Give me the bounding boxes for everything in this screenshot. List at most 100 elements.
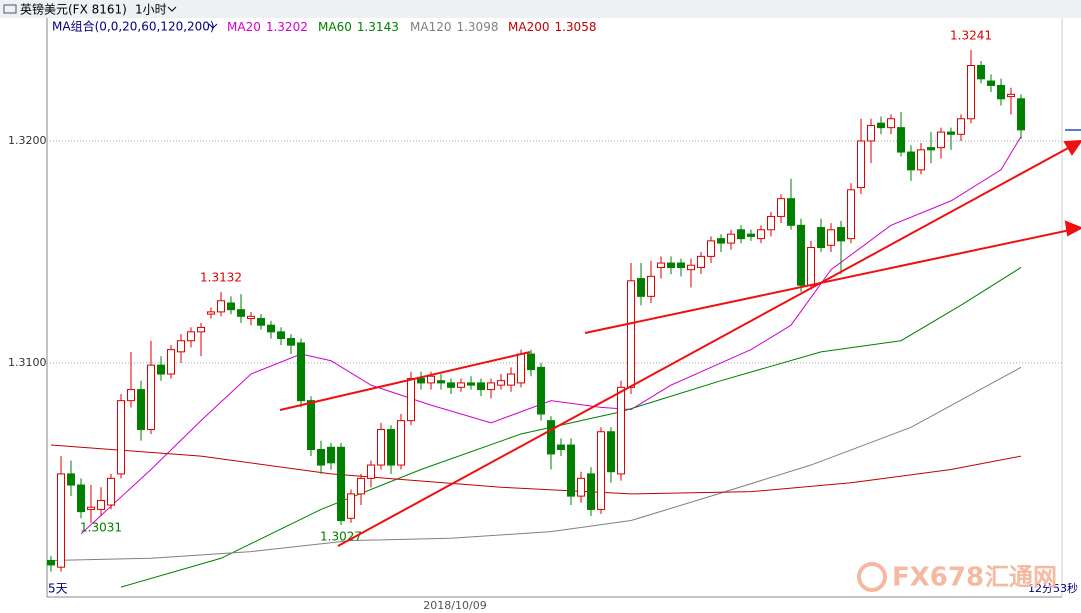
candle-body [57,473,65,568]
candle-body [987,80,995,86]
candle-body [197,326,205,333]
candle-body [647,275,655,297]
watermark-site: 汇通网 [985,563,1057,591]
candle-body [1007,93,1015,98]
legend-value: 1.3058 [554,20,596,34]
legend-entry: MA200 1.3058 [508,20,596,34]
legend-value: 1.3143 [357,20,399,34]
candle-body [527,353,535,371]
period[interactable]: 1小时 [135,3,167,17]
legend-entry: MA20 1.3202 [227,20,308,34]
candle-body [377,429,385,466]
candle-body [387,429,395,466]
candle-body [497,380,505,386]
candle-body [557,444,565,451]
ma-line [120,267,1022,588]
candle-body [287,338,295,346]
candle-body [997,84,1005,100]
drawn-trendlines [279,139,1081,547]
extreme-label: 1.3031 [80,521,122,535]
candle-body [637,278,645,297]
candle-body [717,238,725,244]
y-tick-label: 1.3200 [8,134,47,147]
candle-body [777,198,785,217]
trendline [584,229,1071,334]
candle-body [797,224,805,286]
candle-body [657,262,665,268]
trendline [279,351,531,411]
candle-body [337,446,345,522]
candle-body [597,431,605,510]
ma-line [50,444,1022,495]
candle-body [707,240,715,257]
candle-body [677,262,685,268]
candle-body [357,477,365,495]
candle-body [317,449,325,466]
candle-body [177,340,185,353]
candle-body [97,500,105,510]
candle-body [217,300,225,313]
candle-body [857,140,865,189]
legend-value: 1.3098 [456,20,498,34]
candle-body [137,389,145,431]
candle-body [887,118,895,129]
candle-body [967,64,975,120]
candle-body [117,400,125,475]
candle-body [617,386,625,475]
candle-body [107,477,115,506]
candle-body [877,122,885,129]
candle-body [157,364,165,375]
candle-body [447,382,455,388]
legend-value: 1.3202 [266,20,308,34]
candle-body [627,280,635,388]
range-label: 5天 [48,582,68,596]
candle-body [827,229,835,246]
candle-body [167,349,175,375]
candle-body [417,377,425,384]
candle-body [687,264,695,271]
candle-body [1017,98,1025,131]
legend-entry: MA60 1.3143 [318,20,399,34]
legend-name: MA120 [410,20,451,34]
header-bar [0,0,1081,18]
candle-body [727,233,735,244]
countdown: 12分53秒 [1028,581,1078,595]
x-date-label: 2018/10/09 [423,599,486,612]
ma-line [80,136,1022,535]
candle-body [517,353,525,384]
y-tick-label: 1.3100 [8,356,47,369]
candle-body [817,227,825,249]
candle-body [467,382,475,386]
candle-body [267,324,275,333]
candle-body [257,318,265,326]
ma-title[interactable]: MA组合(0,0,20,60,120,200) [52,19,215,34]
candle-body [697,255,705,268]
header-icon [3,4,17,14]
arrowhead [1063,139,1081,156]
candle-body [457,382,465,388]
candle-body [567,444,575,497]
candle-body [437,380,445,384]
candle-body [537,366,545,415]
candle-body [807,247,815,286]
period-dropdown[interactable] [167,6,177,12]
candle-body [837,227,845,242]
candle-body [347,493,355,519]
candle-body [787,198,795,226]
candle-body [607,431,615,473]
candle-body [907,151,915,171]
candle-body [67,473,75,486]
candle-body [397,420,405,466]
watermark-logo [857,562,887,592]
candle-body [237,309,245,317]
candle-body [947,131,955,135]
candle-body [667,262,675,268]
candle-body [487,382,495,391]
ma-dropdown[interactable] [208,23,218,29]
legend-name: MA200 [508,20,549,34]
legend-name: MA20 [227,20,261,34]
candle-body [47,559,55,566]
candle-body [327,446,335,464]
candle-body [307,400,315,450]
